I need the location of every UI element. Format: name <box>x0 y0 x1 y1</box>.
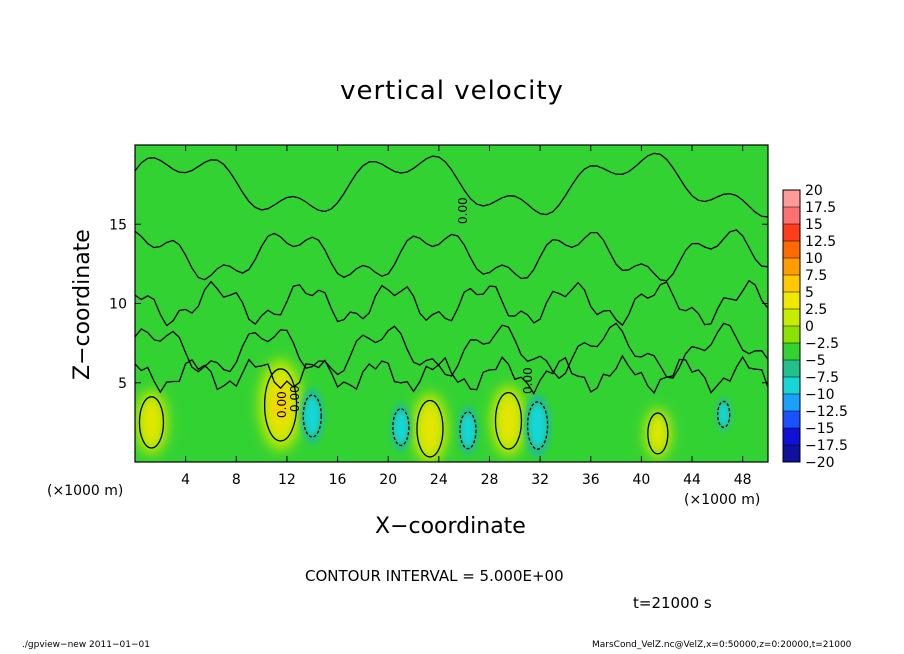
colorbar-label-9: −2.5 <box>805 336 839 352</box>
colorbar-label-15: −17.5 <box>805 438 848 454</box>
updraft-contour-0 <box>138 396 165 449</box>
zero-contour-2 <box>135 279 768 327</box>
x-tick-label-11: 48 <box>734 472 752 488</box>
x-axis-unit-left: (×1000 m) <box>47 483 124 499</box>
updraft-core-0 <box>141 399 162 445</box>
x-axis: 4 8 12 16 20 24 28 32 36 40 44 48 <box>181 145 752 488</box>
x-tick-label-10: 44 <box>683 472 701 488</box>
downdraft-contour-4 <box>717 400 731 429</box>
y-axis-label: Z−coordinate <box>70 229 95 380</box>
colorbar-label-8: 0 <box>805 319 814 335</box>
colorbar-swatch-10 <box>783 360 800 378</box>
colorbar-label-14: −15 <box>805 421 835 437</box>
colorbar-label-10: −5 <box>805 353 826 369</box>
x-axis-unit-right: (×1000 m) <box>684 492 761 508</box>
colorbar: 2017.51512.5107.552.50−2.5−5−7.5−10−12.5… <box>782 183 848 471</box>
x-tick-label-2: 12 <box>278 472 296 488</box>
colorbar-label-6: 5 <box>805 285 814 301</box>
footer-data-source: MarsCond_VelZ.nc@VelZ,x=0:50000,z=0:2000… <box>592 640 852 650</box>
downdraft-contour-2 <box>459 411 477 450</box>
y-tick-label-2: 15 <box>109 217 127 233</box>
downdraft-core-1 <box>394 411 408 443</box>
colorbar-swatch-15 <box>783 445 800 463</box>
x-tick-label-8: 36 <box>582 472 600 488</box>
colorbar-swatch-9 <box>783 343 800 361</box>
colorbar-label-3: 12.5 <box>805 234 836 250</box>
updraft-contour-4 <box>647 412 669 455</box>
contour-label-0: 0.00 <box>288 385 302 412</box>
colorbar-swatch-4 <box>783 258 800 276</box>
time-label: t=21000 s <box>633 594 712 612</box>
zero-contour-0 <box>135 152 768 218</box>
colorbar-label-2: 15 <box>805 217 823 233</box>
colorbar-label-13: −12.5 <box>805 404 848 420</box>
velocity-field <box>135 358 732 462</box>
downdraft-core-0 <box>305 398 320 435</box>
chart-title: vertical velocity <box>340 76 564 106</box>
y-tick-label-1: 10 <box>109 297 127 313</box>
colorbar-swatch-5 <box>783 275 800 293</box>
colorbar-swatch-3 <box>783 241 800 259</box>
colorbar-swatch-13 <box>783 411 800 429</box>
x-tick-label-9: 40 <box>632 472 650 488</box>
x-tick-label-3: 16 <box>329 472 347 488</box>
colorbar-swatch-6 <box>783 292 800 310</box>
contour-label-2: 0.00 <box>521 367 535 394</box>
zero-contour-1 <box>135 229 768 282</box>
colorbar-swatch-14 <box>783 428 800 446</box>
colorbar-swatch-2 <box>783 224 800 242</box>
x-axis-label: X−coordinate <box>375 514 526 539</box>
contour-label-1: 0.00 <box>456 197 470 224</box>
colorbar-label-12: −10 <box>805 387 835 403</box>
y-axis: 5 10 15 <box>109 217 768 392</box>
colorbar-label-4: 10 <box>805 251 823 267</box>
colorbar-swatch-1 <box>783 207 800 225</box>
x-tick-label-7: 32 <box>531 472 549 488</box>
x-tick-label-4: 20 <box>379 472 397 488</box>
colorbar-swatch-12 <box>783 394 800 412</box>
colorbar-swatch-11 <box>783 377 800 395</box>
updraft-contour-2 <box>416 399 444 458</box>
contour-interval-label: CONTOUR INTERVAL = 5.000E+00 <box>305 567 564 585</box>
colorbar-swatch-7 <box>783 309 800 327</box>
updraft-peak-1 <box>273 388 288 421</box>
x-tick-label-0: 4 <box>181 472 190 488</box>
y-tick-label-0: 5 <box>118 376 127 392</box>
colorbar-label-1: 17.5 <box>805 200 836 216</box>
x-tick-label-5: 24 <box>430 472 448 488</box>
downdraft-core-2 <box>461 414 475 446</box>
contour-label-3: 0.00 <box>275 391 289 418</box>
updraft-core-3 <box>497 395 520 446</box>
zero-contour-3 <box>135 322 768 380</box>
downdraft-contour-3 <box>526 401 549 450</box>
downdraft-core-4 <box>719 403 729 426</box>
updraft-core-4 <box>649 415 666 452</box>
colorbar-swatch-8 <box>783 326 800 344</box>
updraft-contour-1 <box>263 368 298 442</box>
x-tick-label-1: 8 <box>232 472 241 488</box>
colorbar-label-5: 7.5 <box>805 268 827 284</box>
colorbar-label-11: −7.5 <box>805 370 839 386</box>
colorbar-label-7: 2.5 <box>805 302 827 318</box>
colorbar-label-0: 20 <box>805 183 823 199</box>
updraft-core-2 <box>418 403 441 454</box>
downdraft-contour-1 <box>392 408 410 447</box>
downdraft-contour-0 <box>302 394 322 438</box>
footer-program-date: ./gpview−new 2011−01−01 <box>22 640 150 650</box>
updraft-contour-3 <box>494 391 523 450</box>
colorbar-swatch-0 <box>783 190 800 208</box>
plot-area: 0.000.000.000.00 <box>134 144 769 463</box>
colorbar-label-16: −20 <box>805 455 835 471</box>
downdraft-core-3 <box>529 405 546 446</box>
plot-background <box>135 145 768 462</box>
zero-contour-4 <box>135 354 768 395</box>
contour-lines <box>135 152 768 458</box>
x-tick-label-6: 28 <box>481 472 499 488</box>
